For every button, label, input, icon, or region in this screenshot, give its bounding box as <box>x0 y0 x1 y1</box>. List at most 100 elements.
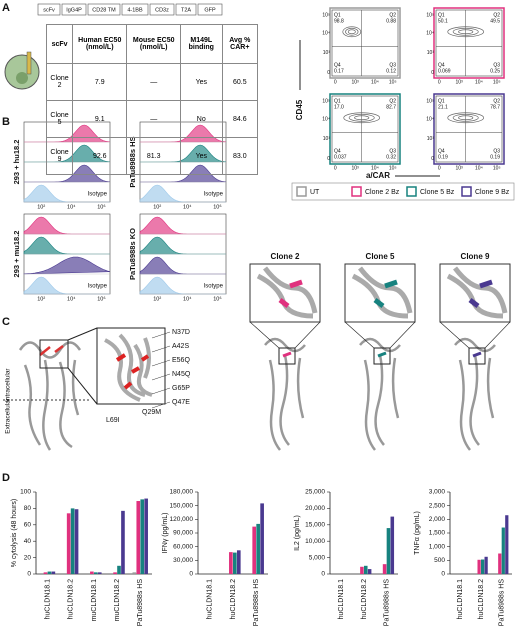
legend-frame <box>291 182 515 201</box>
x-tick-label: 10² <box>37 296 45 302</box>
ribbon-mut <box>278 279 303 308</box>
x-tick-label: muCLDN18.2 <box>114 579 121 622</box>
table-cell: Human EC50 (nmol/L) <box>72 24 128 64</box>
axis-label: a/CAR <box>366 171 390 180</box>
y-tick-label: 25,000 <box>305 489 325 496</box>
bar <box>360 566 364 574</box>
cell-density <box>452 27 479 36</box>
quadrant-label: Q1 <box>334 12 341 18</box>
mutation-label: Q47E <box>172 399 190 406</box>
bar <box>484 556 488 574</box>
construct-label: IgG4P <box>66 7 82 13</box>
table-cell: Clone 5 <box>45 100 74 138</box>
cell-density <box>458 29 474 35</box>
x-tick-label: 10⁵ <box>389 165 397 171</box>
flow-plot-frame <box>433 7 505 79</box>
y-axis-label: TNFα (pg/mL) <box>414 511 421 555</box>
y-tick-label: 10⁴ <box>322 116 330 122</box>
y-tick-label: 10³ <box>323 50 331 56</box>
bar <box>498 553 502 574</box>
mutation-label: L69I <box>106 417 120 424</box>
quadrant-value: 0.19 <box>490 154 500 160</box>
y-tick-label: 60 <box>24 522 32 529</box>
x-tick-label: huCLDN18.2 <box>230 579 237 620</box>
flow-plot <box>331 9 399 77</box>
quadrant-value: 0.037 <box>334 154 347 160</box>
y-tick-label: 1,000 <box>429 543 446 550</box>
y-tick-label: 0 <box>327 70 330 76</box>
histogram <box>139 216 226 235</box>
construct-label: scFv <box>43 7 55 13</box>
legend-label: UT <box>310 189 320 196</box>
quadrant-value: 0.17 <box>334 68 344 74</box>
membrane-label: Extracellular <box>5 397 12 434</box>
x-tick-label: huCLDN18.2 <box>478 579 485 620</box>
y-axis-label: IL2 (pg/mL) <box>294 515 301 551</box>
mutation-label: E56Q <box>172 357 190 364</box>
quadrant-label: Q1 <box>438 12 445 18</box>
panel-letter: A <box>2 2 10 14</box>
leader <box>151 359 171 367</box>
construct-label: T2A <box>181 7 191 13</box>
table-cell: 84.6 <box>221 100 259 138</box>
bar <box>144 498 148 574</box>
isotype-label: Isotype <box>88 284 108 290</box>
legend-swatch <box>351 186 362 197</box>
clone-title: Clone 9 <box>461 252 490 261</box>
row-label: 293 + hu18.2 <box>12 140 21 185</box>
quadrant-value: 78.7 <box>490 104 500 110</box>
legend-label: Clone 9 Bz <box>475 189 510 196</box>
construct-box <box>87 3 121 16</box>
ribbon-mut <box>282 351 292 358</box>
bar <box>136 501 141 574</box>
bar <box>256 523 260 574</box>
table-cell: 83.0 <box>221 137 259 175</box>
x-tick-label: 0 <box>438 79 441 85</box>
construct-label: CD3z <box>155 7 169 13</box>
quadrant-label: Q2 <box>493 12 500 18</box>
flow-plot-frame <box>329 93 401 165</box>
y-tick-label: 10⁴ <box>322 30 330 36</box>
protein <box>454 337 496 451</box>
x-tick-label: huCLDN18.2 <box>68 579 75 620</box>
x-tick-label: 10³ <box>351 79 359 85</box>
zoom-inset <box>96 327 166 405</box>
bar <box>109 573 113 574</box>
protein <box>359 337 401 451</box>
x-tick-label: 10⁴ <box>475 79 483 85</box>
panel-letter: C <box>2 316 10 328</box>
mutation-label: N45Q <box>172 371 191 378</box>
quadrant-value: 82.7 <box>386 104 396 110</box>
x-tick-label: 10⁴ <box>67 295 76 302</box>
y-tick-label: 10⁴ <box>426 116 434 122</box>
table-row: Clone 5 9.1— No 84.6 <box>45 100 259 138</box>
protein-left <box>18 341 82 451</box>
zoom-line <box>484 321 511 349</box>
x-tick-label: 10² <box>153 296 161 302</box>
flow-plot <box>435 9 503 77</box>
mutation-label: N37D <box>172 329 190 336</box>
x-tick-label: 10⁴ <box>67 203 76 210</box>
y-tick-label: 150,000 <box>170 502 194 509</box>
y-tick-label: 10⁵ <box>426 99 434 105</box>
quadrant-label: Q2 <box>493 98 500 104</box>
x-tick-label: 10³ <box>455 79 463 85</box>
x-tick-label: 10⁴ <box>183 295 192 302</box>
bar <box>229 552 233 574</box>
bar <box>47 571 52 574</box>
bar <box>390 516 395 574</box>
leader <box>151 373 171 381</box>
table-cell: scFv <box>45 24 74 64</box>
construct-box <box>149 3 175 16</box>
panel-letter: B <box>2 116 10 128</box>
legend-label: Clone 5 Bz <box>420 189 455 196</box>
y-tick-label: 0 <box>431 156 434 162</box>
quadrant-label: Q3 <box>493 62 500 68</box>
cell-density <box>458 115 474 121</box>
bar <box>62 573 67 574</box>
histogram <box>139 236 226 255</box>
table-cell: 7.9 <box>72 63 128 101</box>
cell-density <box>452 113 479 122</box>
quadrant-label: Q4 <box>438 62 445 68</box>
bar <box>481 559 485 574</box>
